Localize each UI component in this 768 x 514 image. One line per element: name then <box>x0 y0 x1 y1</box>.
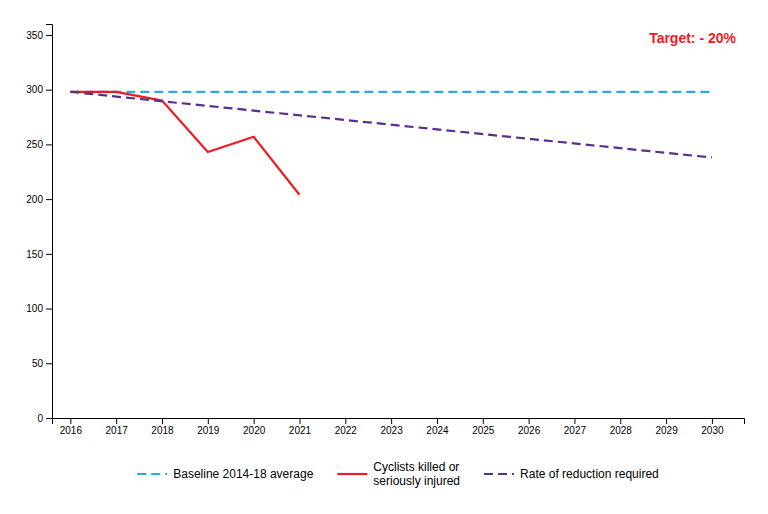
x-tick: 2019 <box>197 418 220 436</box>
x-tick-mark <box>574 418 575 424</box>
x-tick: 2021 <box>289 418 312 436</box>
y-tick-label: 100 <box>26 303 43 314</box>
legend-swatch <box>337 473 367 475</box>
y-tick-mark <box>46 199 52 200</box>
legend: Baseline 2014-18 average Cyclists killed … <box>137 460 659 488</box>
x-tick-label: 2024 <box>426 425 449 436</box>
x-tick: 2024 <box>426 418 449 436</box>
x-tick: 2020 <box>243 418 266 436</box>
x-tick: 2023 <box>381 418 404 436</box>
y-tick: 0 <box>37 413 52 424</box>
chart: 2016 2017 2018 2019 2020 2021 2022 2023 2024 2025… <box>0 0 768 514</box>
x-tick-label: 2021 <box>289 425 312 436</box>
y-tick: 50 <box>32 358 52 369</box>
y-tick-label: 250 <box>26 139 43 150</box>
x-tick-label: 2022 <box>335 425 358 436</box>
y-tick-label: 150 <box>26 249 43 260</box>
x-tick: 2030 <box>701 418 724 436</box>
x-tick-label: 2028 <box>610 425 633 436</box>
series-line <box>70 92 299 195</box>
y-tick-mark <box>46 35 52 36</box>
x-tick-label: 2017 <box>106 425 129 436</box>
y-tick-mark <box>46 144 52 145</box>
x-axis-line <box>53 419 745 425</box>
legend-swatch <box>137 473 167 475</box>
x-tick-mark <box>208 418 209 424</box>
legend-item: Rate of reduction required <box>484 467 659 481</box>
series-line <box>70 92 712 158</box>
y-tick: 250 <box>26 139 52 150</box>
x-tick: 2025 <box>472 418 495 436</box>
x-axis: 2016 2017 2018 2019 2020 2021 2022 2023 2024 2025… <box>53 418 745 436</box>
x-tick: 2028 <box>610 418 633 436</box>
x-tick-mark <box>254 418 255 424</box>
x-tick-label: 2023 <box>381 425 404 436</box>
x-tick-mark <box>529 418 530 424</box>
x-tick-mark <box>666 418 667 424</box>
y-tick-label: 200 <box>26 194 43 205</box>
y-tick-mark <box>46 418 52 419</box>
x-tick-label: 2019 <box>197 425 220 436</box>
legend-swatch <box>484 473 514 475</box>
x-tick: 2027 <box>564 418 587 436</box>
x-tick-label: 2027 <box>564 425 587 436</box>
x-tick: 2029 <box>655 418 678 436</box>
y-tick: 300 <box>26 84 52 95</box>
legend-label: Rate of reduction required <box>520 467 659 481</box>
y-tick-mark <box>46 309 52 310</box>
x-tick-label: 2020 <box>243 425 266 436</box>
x-tick: 2026 <box>518 418 541 436</box>
x-tick: 2016 <box>60 418 83 436</box>
x-tick-label: 2025 <box>472 425 495 436</box>
y-axis: 0 50 100 150 200 250 300 350 <box>26 25 52 424</box>
annotation: Target: - 20% <box>649 30 736 46</box>
x-tick-label: 2030 <box>701 425 724 436</box>
x-tick-mark <box>162 418 163 424</box>
x-tick-mark <box>391 418 392 424</box>
x-tick-mark <box>116 418 117 424</box>
legend-item: Baseline 2014-18 average <box>137 467 313 481</box>
x-tick-mark <box>437 418 438 424</box>
y-axis-line <box>46 25 53 419</box>
x-tick-label: 2016 <box>60 425 83 436</box>
x-tick-mark <box>345 418 346 424</box>
x-tick-mark <box>712 418 713 424</box>
y-tick-mark <box>46 90 52 91</box>
y-tick: 100 <box>26 303 52 314</box>
x-tick-label: 2018 <box>151 425 174 436</box>
x-tick-mark <box>483 418 484 424</box>
y-tick: 350 <box>26 30 52 41</box>
plot-area: 2016 2017 2018 2019 2020 2021 2022 2023 2024 2025… <box>26 25 744 437</box>
x-tick: 2017 <box>106 418 129 436</box>
lines <box>70 92 712 195</box>
x-tick: 2022 <box>335 418 358 436</box>
y-tick-label: 300 <box>26 84 43 95</box>
y-tick-mark <box>46 254 52 255</box>
x-tick-mark <box>299 418 300 424</box>
y-tick-label: 350 <box>26 30 43 41</box>
x-tick-mark <box>620 418 621 424</box>
x-tick-label: 2029 <box>655 425 678 436</box>
x-tick-label: 2026 <box>518 425 541 436</box>
legend-label: Cyclists killed orseriously injured <box>373 460 460 488</box>
series-line <box>70 91 712 93</box>
y-tick-label: 50 <box>32 358 44 369</box>
legend-label: Baseline 2014-18 average <box>173 467 313 481</box>
legend-item: Cyclists killed orseriously injured <box>337 460 460 488</box>
y-tick-mark <box>46 363 52 364</box>
y-tick: 150 <box>26 249 52 260</box>
x-tick-mark <box>70 418 71 424</box>
y-tick-label: 0 <box>37 413 43 424</box>
x-tick: 2018 <box>151 418 174 436</box>
y-tick: 200 <box>26 194 52 205</box>
